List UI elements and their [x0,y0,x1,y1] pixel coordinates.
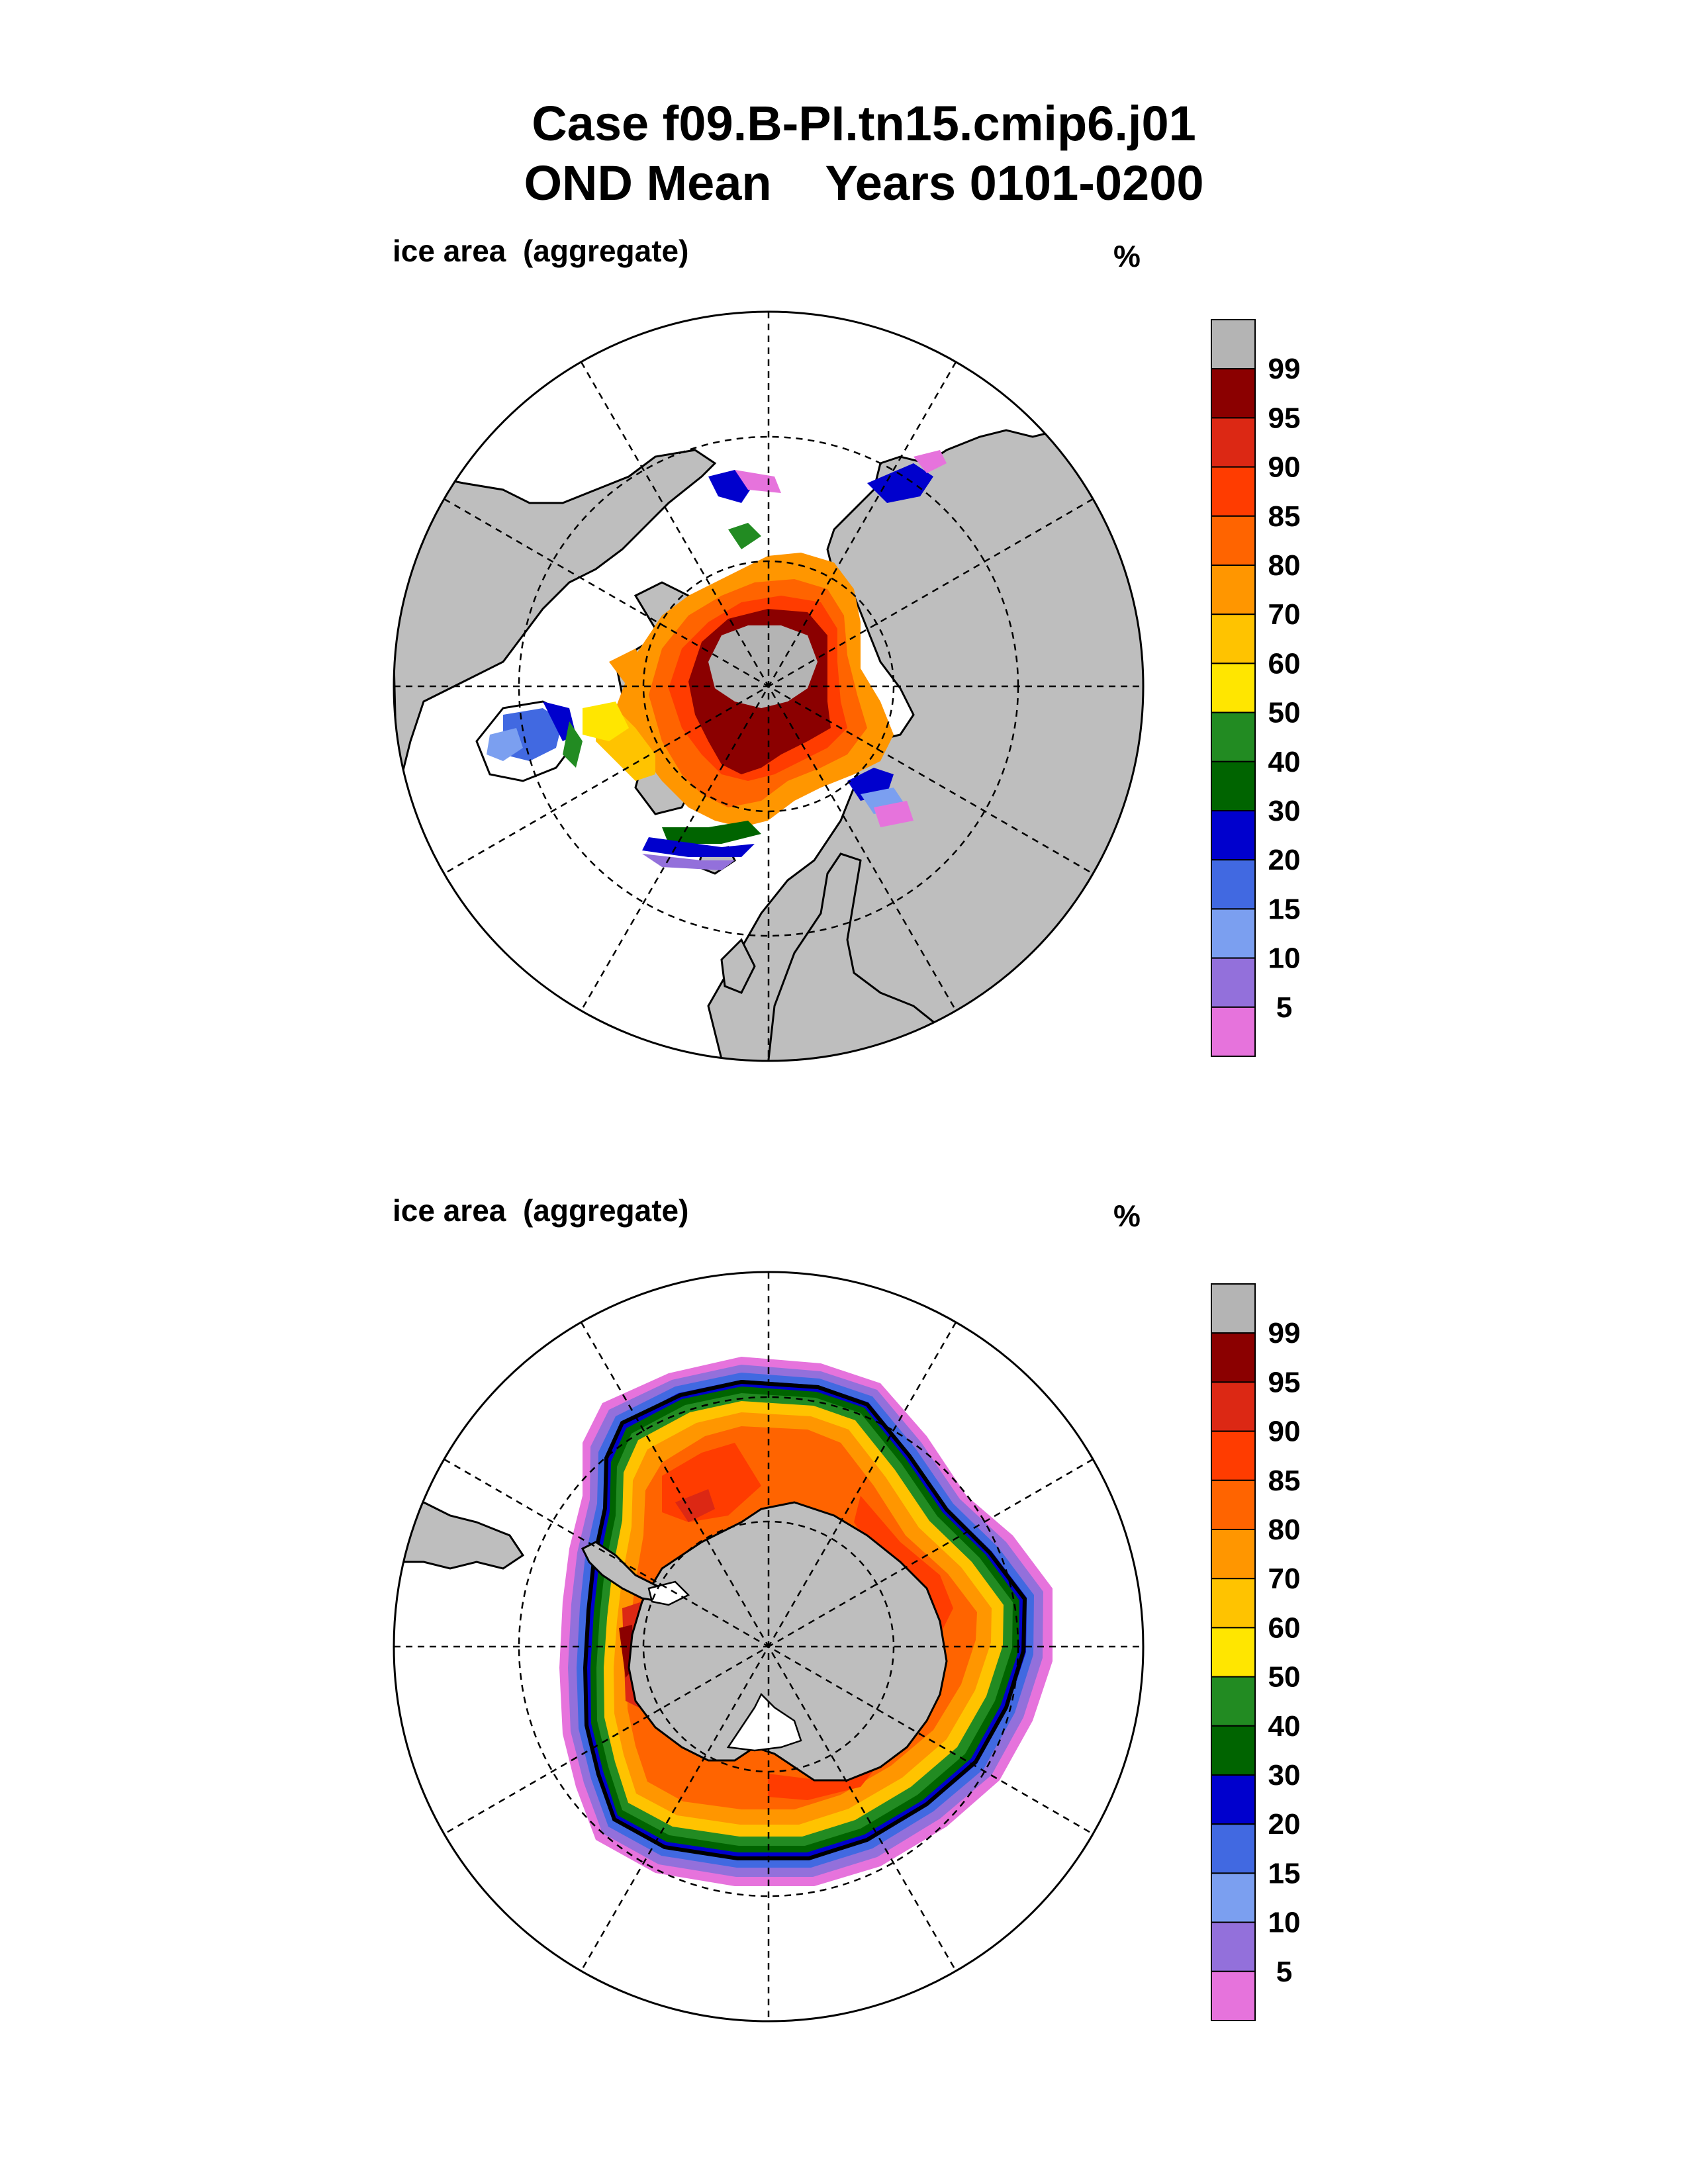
colorbar-tick-label: 50 [1268,697,1301,729]
colorbar-swatch [1211,565,1256,615]
colorbar-swatch [1211,1921,1256,1972]
colorbar-swatch [1211,1006,1256,1058]
colorbar-swatch [1211,1529,1256,1580]
colorbar-swatch [1211,417,1256,468]
title-line-2: OND Mean Years 0101-0200 [524,156,1204,210]
colorbar-tick-label: 5 [1276,991,1292,1024]
colorbar-swatch [1211,1381,1256,1432]
colorbar-tick-label: 10 [1268,1907,1301,1939]
units-south: % [1113,1199,1141,1233]
colorbar-swatch [1211,810,1256,861]
colorbar-tick-label: 10 [1268,942,1301,975]
colorbar-tick-label: 15 [1268,893,1301,925]
colorbar-tick-label: 20 [1268,1808,1301,1841]
colorbar-swatch [1211,1479,1256,1531]
ice-edge-contour [583,1379,1027,1860]
colorbar-tick-label: 60 [1268,647,1301,680]
colorbar-tick-label: 85 [1268,1465,1301,1497]
colorbar-tick-label: 80 [1268,1514,1301,1546]
colorbar-tick-label: 50 [1268,1661,1301,1694]
colorbar-swatch [1211,662,1256,713]
map-north [393,310,1145,1062]
colorbar-tick-label: 5 [1276,1956,1292,1988]
colorbar-swatch [1211,1872,1256,1923]
colorbar-tick-label: 60 [1268,1612,1301,1644]
colorbar-tick-label: 20 [1268,844,1301,876]
colorbar-swatch [1211,466,1256,517]
colorbar-swatch [1211,614,1256,664]
colorbar-swatch [1211,319,1256,370]
colorbar-swatch [1211,1430,1256,1481]
colorbar-swatch [1211,957,1256,1008]
title-line-1: Case f09.B-PI.tn15.cmip6.j01 [532,96,1196,151]
colorbar-swatch [1211,859,1256,910]
colorbar-tick-label: 90 [1268,451,1301,484]
colorbar-swatch [1211,1578,1256,1629]
colorbar-tick-label: 30 [1268,1759,1301,1792]
colorbar-swatch [1211,515,1256,566]
colorbar-swatch [1211,1970,1256,2022]
land-south-america-sh [394,1501,525,1570]
colorbar-north: 99 95 90 85 80 70 60 50 40 30 20 15 10 5 [1211,319,1301,1058]
colorbar-tick-label: 70 [1268,1563,1301,1595]
colorbar-tick-label: 80 [1268,549,1301,582]
map-south [393,1271,1145,2023]
colorbar-swatch [1211,1627,1256,1678]
colorbar-tick-label: 99 [1268,353,1301,385]
colorbar-tick-label: 40 [1268,746,1301,778]
colorbar-swatch [1211,1823,1256,1874]
colorbar-south: 99 95 90 85 80 70 60 50 40 30 20 15 10 5 [1211,1283,1301,2022]
land-antarctica-sh [628,1501,948,1782]
colorbar-swatch [1211,760,1256,812]
colorbar-swatch [1211,711,1256,762]
colorbar-swatch [1211,1332,1256,1383]
panel-label-north: ice area (aggregate) [393,234,689,268]
colorbar-tick-label: 99 [1268,1317,1301,1349]
colorbar-tick-label: 70 [1268,598,1301,631]
colorbar-tick-label: 95 [1268,402,1301,434]
colorbar-tick-label: 95 [1268,1366,1301,1398]
colorbar-swatch [1211,368,1256,419]
colorbar-tick-label: 30 [1268,795,1301,827]
colorbar-tick-label: 85 [1268,500,1301,533]
colorbar-swatch [1211,1774,1256,1825]
colorbar-swatch [1211,1283,1256,1334]
colorbar-swatch [1211,1676,1256,1727]
colorbar-swatch [1211,908,1256,959]
colorbar-tick-label: 15 [1268,1857,1301,1889]
panel-label-south: ice area (aggregate) [393,1193,689,1228]
colorbar-tick-label: 90 [1268,1416,1301,1448]
units-north: % [1113,239,1141,273]
colorbar-swatch [1211,1725,1256,1776]
colorbar-tick-label: 40 [1268,1710,1301,1743]
